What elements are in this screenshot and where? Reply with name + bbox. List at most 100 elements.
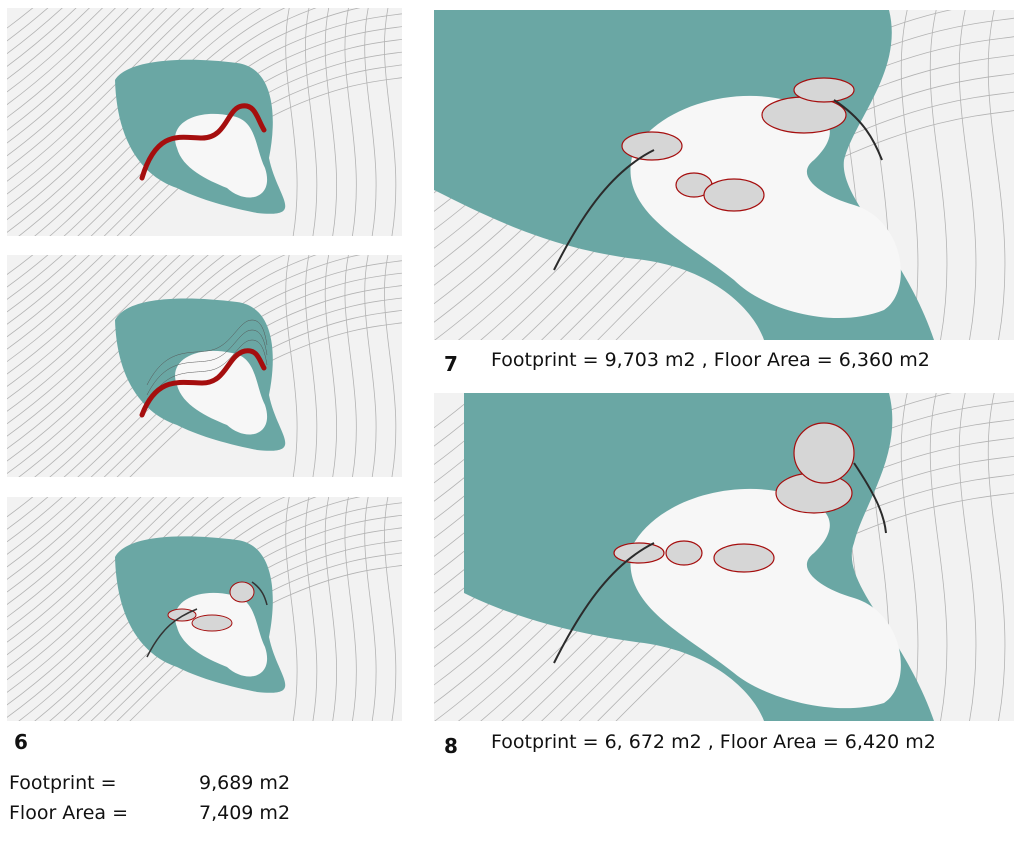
contour-line: [7, 8, 168, 157]
contour-line: [7, 255, 104, 338]
building-roofs: [621, 77, 855, 212]
contour-line: [7, 255, 142, 375]
contour-line: [18, 8, 286, 236]
contour-line: [7, 255, 225, 450]
contour-line: [7, 497, 77, 555]
contour-line: [7, 497, 195, 668]
contour-line: [7, 497, 209, 681]
contour-line: [63, 260, 402, 477]
mesh-structure: [146, 319, 268, 406]
contour-line: [7, 497, 49, 530]
contour-line: [49, 8, 361, 236]
option-6-floor-value: 7,409 m2: [199, 802, 291, 824]
contour-line: [63, 13, 402, 236]
contour-line: [7, 8, 129, 118]
contour-line: [7, 255, 242, 462]
contour-line: [18, 497, 286, 721]
contour-line: [364, 497, 377, 721]
red-path-curve: [139, 103, 267, 181]
contour-line: [344, 497, 357, 721]
contour-line: [7, 497, 155, 631]
contour-line: [7, 255, 116, 350]
contour-line: [7, 255, 91, 325]
building-roofs: [613, 422, 855, 573]
contour-line: [364, 8, 377, 236]
contour-line: [34, 497, 317, 721]
terrain-panel-mesh: [7, 255, 402, 477]
contour-line: [7, 8, 242, 221]
terrain-mesh-svg: [7, 255, 402, 477]
terrain-option6-svg: [7, 497, 402, 721]
contour-line: [7, 8, 195, 182]
contour-line: [384, 255, 397, 477]
contour-line: [324, 497, 337, 721]
contour-line: [7, 255, 181, 412]
contour-line: [344, 255, 357, 477]
contour-line: [7, 8, 49, 42]
contour-line: [34, 255, 317, 477]
terrain-panel-option7: [434, 10, 1014, 340]
contour-line: [384, 497, 397, 721]
contour-line: [7, 497, 129, 605]
contour-line: [900, 393, 919, 721]
contour-line: [7, 255, 262, 474]
building-roofs: [167, 581, 255, 632]
contour-line: [7, 255, 195, 425]
contour-line: [7, 497, 242, 706]
contour-line: [324, 8, 337, 236]
contour-line: [18, 255, 286, 477]
contour-line: [7, 255, 129, 363]
option-6-floor-label: Floor Area =: [9, 802, 128, 824]
contour-line: [958, 10, 977, 340]
contour-line: [7, 8, 90, 80]
contour-line: [49, 255, 361, 477]
island-shape: [175, 113, 268, 198]
red-path-curve: [139, 348, 267, 418]
contour-line: [305, 8, 318, 236]
option-6-footprint-label: Footprint =: [9, 772, 117, 794]
contour-line: [324, 255, 337, 477]
contour-line: [7, 255, 209, 437]
contour-line: [900, 10, 919, 340]
mesh-arm: [146, 581, 268, 658]
contour-line: [7, 8, 209, 195]
contour-line: [7, 497, 168, 643]
contour-line: [7, 255, 168, 400]
mesh-structure: [553, 99, 883, 271]
contour-line: [7, 8, 155, 144]
terrain-panel-path: [7, 8, 402, 236]
contour-line: [305, 497, 318, 721]
contour-line: [7, 8, 77, 67]
contour-line: [305, 255, 318, 477]
contour-line: [7, 497, 181, 656]
contour-line: [384, 8, 397, 236]
option-7-number: 7: [444, 352, 458, 376]
option-7-caption: Footprint = 9,703 m2 , Floor Area = 6,36…: [491, 349, 930, 371]
contour-line: [7, 8, 104, 93]
option-6-footprint-value: 9,689 m2: [199, 772, 291, 794]
contour-line: [285, 8, 298, 236]
contour-line: [7, 255, 155, 387]
contour-line: [7, 497, 225, 693]
option-8-number: 8: [444, 734, 458, 758]
contour-line: [7, 497, 90, 568]
contour-line: [7, 8, 142, 131]
terrain-path-svg: [7, 8, 402, 236]
island-shape: [630, 95, 901, 319]
option-8-caption: Footprint = 6, 672 m2 , Floor Area = 6,4…: [491, 731, 936, 753]
contour-line: [7, 8, 262, 233]
contour-line: [285, 255, 298, 477]
contour-line: [958, 393, 977, 721]
terrain-panel-option6: [7, 497, 402, 721]
contour-line: [7, 497, 262, 718]
contour-line: [285, 497, 298, 721]
contour-line: [929, 393, 948, 721]
terrain-option7-svg: [434, 10, 1014, 340]
contour-line: [7, 255, 49, 288]
contour-line: [7, 8, 116, 106]
mesh-structure: [553, 462, 887, 664]
contour-line: [344, 8, 357, 236]
contour-line: [987, 10, 1006, 340]
contour-line: [929, 10, 948, 340]
contour-line: [7, 497, 116, 593]
